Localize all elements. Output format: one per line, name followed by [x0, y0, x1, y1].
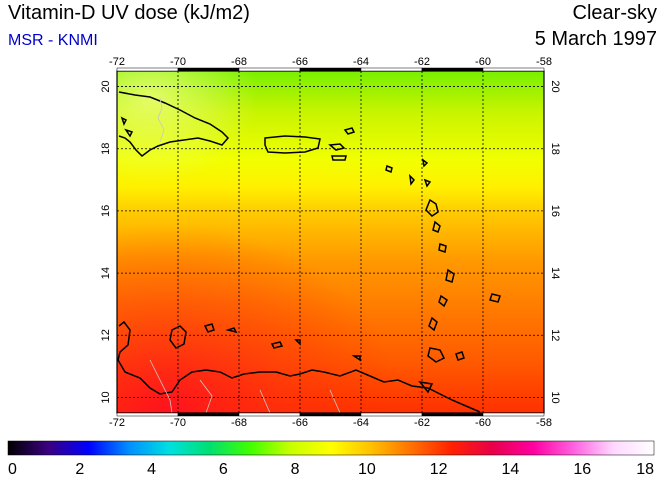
source-label: MSR - KNMI	[8, 32, 98, 49]
frame-band	[482, 412, 545, 417]
frame-band	[360, 412, 423, 417]
lat-tick-label: 14	[100, 267, 112, 279]
frame-band	[116, 67, 179, 72]
frame-band	[177, 412, 240, 417]
lat-tick-label: 18	[549, 143, 561, 155]
lon-tick-label: -58	[536, 56, 552, 68]
lon-tick-label: -62	[414, 56, 430, 68]
colorbar-tick-label: 4	[147, 461, 156, 478]
coastlines	[117, 91, 501, 413]
lat-tick-label: 20	[549, 80, 561, 92]
colorbar	[7, 440, 655, 456]
lon-tick-label: -66	[292, 56, 308, 68]
lat-tick-label: 20	[100, 80, 112, 92]
colorbar-tick-label: 0	[8, 461, 17, 478]
frame-band	[299, 67, 362, 72]
colorbar-tick-label: 8	[291, 461, 300, 478]
lon-tick-label: -62	[414, 417, 430, 429]
colorbar-tick-label: 18	[636, 461, 654, 478]
lat-ticks-right: 10 12 14 16 18 20	[549, 80, 561, 403]
chart-title: Vitamin-D UV dose (kJ/m2)	[8, 2, 250, 24]
frame-band	[116, 412, 179, 417]
colorbar-labels: 0 2 4 6 8 10 12 14 16 18	[8, 461, 654, 478]
colorbar-tick-label: 14	[502, 461, 520, 478]
frame-band	[238, 67, 301, 72]
colorbar-tick-label: 2	[75, 461, 84, 478]
frame-band	[482, 67, 545, 72]
lon-tick-label: -64	[353, 417, 369, 429]
frame-bands	[116, 67, 545, 417]
lat-tick-label: 10	[100, 391, 112, 403]
sky-condition-label: Clear-sky	[572, 2, 657, 24]
pale-region	[117, 71, 544, 413]
lon-tick-label: -60	[475, 56, 491, 68]
lon-tick-label: -64	[353, 56, 369, 68]
lat-tick-label: 16	[100, 205, 112, 217]
lat-tick-label: 14	[549, 267, 561, 279]
colorbar-tick-label: 6	[219, 461, 228, 478]
colorbar-tick-label: 10	[358, 461, 376, 478]
colorbar-tick-label: 16	[573, 461, 591, 478]
country-borders	[149, 97, 341, 414]
lon-tick-label: -68	[231, 417, 247, 429]
lat-tick-label: 12	[549, 329, 561, 341]
lat-ticks-left: 10 12 14 16 18 20	[100, 80, 112, 403]
lon-tick-label: -60	[475, 417, 491, 429]
lon-tick-label: -70	[170, 417, 186, 429]
lon-tick-label: -68	[231, 56, 247, 68]
frame-band	[421, 412, 484, 417]
lon-tick-label: -72	[109, 56, 125, 68]
graticule	[117, 71, 544, 413]
frame-band	[360, 67, 423, 72]
lat-tick-label: 18	[100, 143, 112, 155]
frame-band	[421, 67, 484, 72]
lon-tick-label: -58	[536, 417, 552, 429]
lat-tick-label: 10	[549, 391, 561, 403]
lat-tick-label: 16	[549, 205, 561, 217]
lon-ticks-top: -72 -70 -68 -66 -64 -62 -60 -58	[109, 56, 552, 68]
frame-band	[238, 412, 301, 417]
colorbar-tick-label: 12	[430, 461, 448, 478]
lon-ticks-bottom: -72 -70 -68 -66 -64 -62 -60 -58	[109, 417, 552, 429]
lat-tick-label: 12	[100, 329, 112, 341]
lon-tick-label: -70	[170, 56, 186, 68]
frame-band	[299, 412, 362, 417]
lon-tick-label: -66	[292, 417, 308, 429]
frame-band	[177, 67, 240, 72]
date-label: 5 March 1997	[534, 28, 657, 50]
lon-tick-label: -72	[109, 417, 125, 429]
